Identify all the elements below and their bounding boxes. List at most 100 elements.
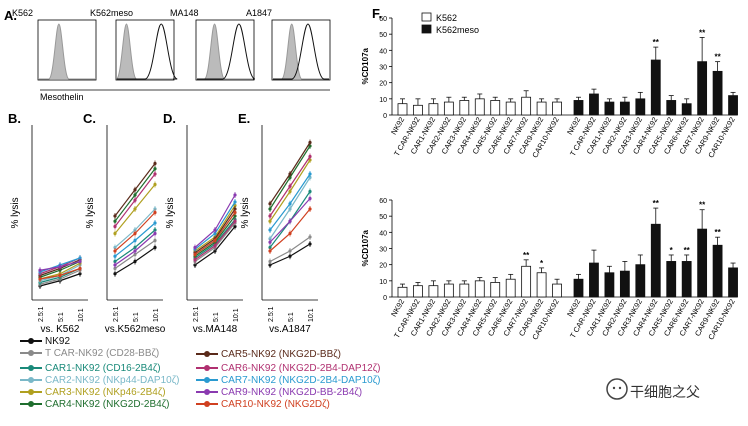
bar xyxy=(459,100,470,116)
histogram-title: MA148 xyxy=(170,8,199,18)
bar xyxy=(413,104,423,116)
histogram-peak xyxy=(117,23,178,80)
lysis-point xyxy=(113,272,117,276)
bar-y-tick-label: 0 xyxy=(383,295,387,302)
bar xyxy=(536,272,547,298)
bar-y-tick-label: 20 xyxy=(379,263,387,270)
bar-y-tick-label: 0 xyxy=(383,113,387,120)
bar-y-tick-label: 60 xyxy=(379,16,387,23)
bar xyxy=(428,285,439,298)
significance-star: ** xyxy=(523,251,530,260)
lysis-tick-label: 5:1 xyxy=(133,312,140,322)
histogram-peak xyxy=(39,23,95,80)
bar xyxy=(619,270,630,298)
legend-item: CAR7-NK92 (NKG2D-2B4-DAP10ζ) xyxy=(196,375,380,387)
bar-y-tick-label: 40 xyxy=(379,230,387,237)
lysis-point xyxy=(133,238,137,243)
bar xyxy=(413,285,423,298)
lysis-point xyxy=(78,259,82,264)
bar xyxy=(443,101,454,116)
lysis-point xyxy=(133,228,137,232)
lysis-point xyxy=(308,172,312,176)
lysis-point xyxy=(268,249,272,253)
lysis-ylabel: % lysis xyxy=(240,197,251,228)
lysis-point xyxy=(288,189,292,194)
lysis-point xyxy=(38,268,42,272)
legend-swatch xyxy=(20,389,42,396)
legend-label: CAR5-NK92 (NKG2D-BBζ) xyxy=(221,349,341,360)
legend-label: CAR4-NK92 (NKG2D-2B4ζ) xyxy=(45,399,170,410)
lysis-tick-label: 2.5:1 xyxy=(38,306,45,322)
bar xyxy=(712,244,723,298)
legend-item: CAR5-NK92 (NKG2D-BBζ) xyxy=(196,349,341,361)
bar xyxy=(490,282,501,298)
lysis-point xyxy=(288,219,292,223)
bar xyxy=(650,223,661,298)
bar-y-tick-label: 30 xyxy=(379,247,387,254)
wechat-icon xyxy=(606,378,628,400)
lysis-point xyxy=(288,231,292,236)
lysis-point xyxy=(113,214,117,218)
lysis-point xyxy=(268,237,272,241)
legend-label: CAR1-NK92 (CD16-2B4ζ) xyxy=(45,363,161,374)
lysis-point xyxy=(233,193,237,197)
lysis-point xyxy=(288,207,292,211)
lysis-point xyxy=(308,140,312,145)
legend-label-k562meso: K562meso xyxy=(436,25,479,35)
lysis-point xyxy=(113,245,117,250)
lysis-point xyxy=(133,252,137,257)
lysis-point xyxy=(78,256,82,260)
lysis-point xyxy=(193,263,197,267)
lysis-panel-label: vs.A1847 xyxy=(269,324,311,335)
bar xyxy=(728,267,738,298)
bar xyxy=(474,280,485,298)
histogram-title: K562 xyxy=(12,8,33,18)
legend-item: NK92 xyxy=(20,336,70,348)
bar xyxy=(604,272,615,298)
bar xyxy=(619,101,630,116)
lysis-ylabel: % lysis xyxy=(165,197,176,228)
lysis-point xyxy=(213,238,217,243)
bar xyxy=(552,283,562,298)
lysis-point xyxy=(133,231,137,236)
lysis-point xyxy=(268,202,272,206)
legend-item: CAR9-NK92 (NKG2D-BB-2B4ζ) xyxy=(196,387,362,399)
lysis-point xyxy=(233,224,237,229)
bar xyxy=(650,59,661,116)
legend-label: CAR7-NK92 (NKG2D-2B4-DAP10ζ) xyxy=(221,375,381,386)
lysis-tick-label: 10:1 xyxy=(233,308,240,322)
significance-star: ** xyxy=(699,201,706,210)
lysis-point xyxy=(233,203,237,208)
bar xyxy=(397,103,408,116)
lysis-point xyxy=(38,277,42,281)
legend-swatch xyxy=(196,401,218,408)
histogram-frame xyxy=(271,19,331,81)
lysis-tick-label: 5:1 xyxy=(288,312,295,322)
lysis-point xyxy=(213,244,217,248)
lysis-point xyxy=(233,210,237,215)
lysis-point xyxy=(153,228,157,232)
bar xyxy=(697,228,708,298)
lysis-point xyxy=(308,242,312,246)
legend-item: T CAR-NK92 (CD28-BBζ) xyxy=(20,348,159,360)
bar xyxy=(635,98,646,116)
legend-swatch xyxy=(20,365,42,372)
lysis-point xyxy=(233,207,237,211)
bar-y-tick-label: 30 xyxy=(379,65,387,72)
bar xyxy=(505,278,516,298)
lysis-point xyxy=(133,245,137,250)
lysis-point xyxy=(308,154,312,159)
legend-swatch xyxy=(196,389,218,396)
lysis-tick-label: 2.5:1 xyxy=(193,306,200,322)
legend-swatch xyxy=(196,377,218,384)
lysis-point xyxy=(193,245,197,250)
lysis-point xyxy=(153,161,157,166)
significance-star: ** xyxy=(684,246,691,255)
lysis-point xyxy=(268,259,272,264)
legend-label: CAR9-NK92 (NKG2D-BB-2B4ζ) xyxy=(221,387,363,398)
bar xyxy=(552,101,562,116)
legend-swatch xyxy=(196,365,218,372)
lysis-point xyxy=(133,249,137,253)
lysis-point xyxy=(153,221,157,225)
lysis-tick-label: 2.5:1 xyxy=(113,306,120,322)
